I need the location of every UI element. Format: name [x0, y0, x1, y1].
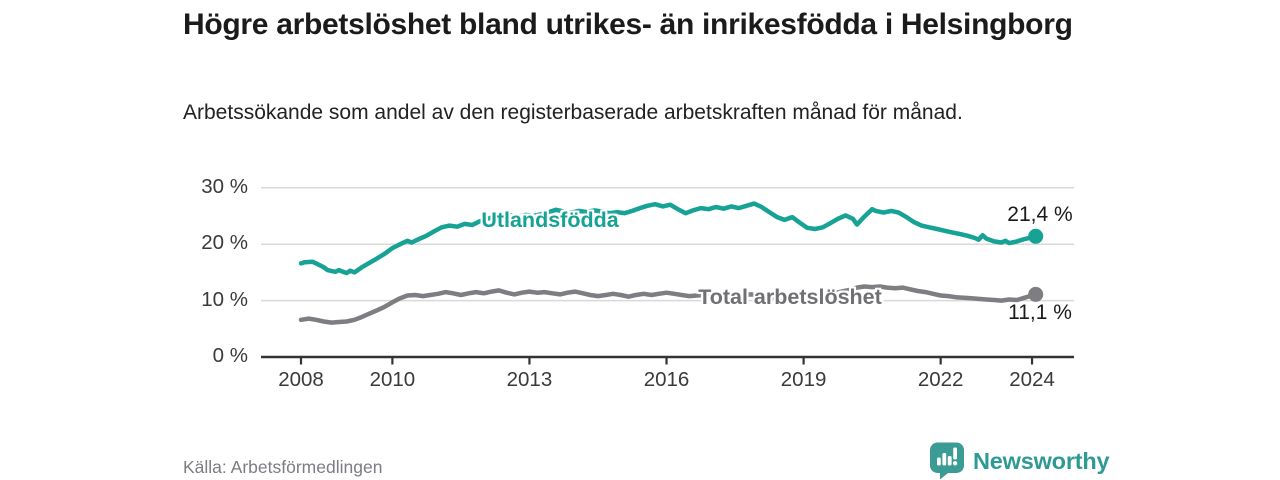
- series-end-dot-1: [1028, 286, 1044, 302]
- x-axis-label-2024: 2024: [1009, 368, 1055, 391]
- newsworthy-wordmark: Newsworthy: [973, 447, 1110, 474]
- series-label-total-arbetsloshet: Total arbetslöshet: [698, 285, 882, 309]
- x-axis-label-2008: 2008: [278, 368, 324, 391]
- newsworthy-logo: Newsworthy: [929, 442, 1110, 480]
- x-axis-label-2010: 2010: [369, 368, 416, 391]
- x-axis-label-2019: 2019: [780, 368, 827, 391]
- end-value-label-total: 11,1 %: [1008, 301, 1072, 324]
- x-axis-label-2022: 2022: [917, 368, 964, 391]
- y-axis-label-10: 10 %: [201, 287, 248, 311]
- newsworthy-bubble-chart-icon: [930, 442, 964, 480]
- y-axis-label-0: 0 %: [212, 344, 248, 367]
- source-attribution: Källa: Arbetsförmedlingen: [183, 457, 383, 477]
- x-axis-label-2016: 2016: [643, 368, 690, 391]
- y-axis-label-20: 20 %: [201, 231, 248, 255]
- series-line-1: [298, 284, 1038, 325]
- y-axis-label-30: 30 %: [201, 174, 248, 198]
- series-end-dot-0: [1028, 228, 1044, 244]
- chart-subtitle: Arbetssökande som andel av den registerb…: [183, 101, 963, 124]
- series-line-0: [298, 201, 1038, 276]
- end-value-label-utlandsfodda: 21,4 %: [1007, 203, 1073, 226]
- chart-title: Högre arbetslöshet bland utrikes- än inr…: [183, 8, 1073, 41]
- series-label-utlandsfodda: Utlandsfödda: [481, 208, 619, 232]
- x-axis-label-2013: 2013: [506, 368, 553, 391]
